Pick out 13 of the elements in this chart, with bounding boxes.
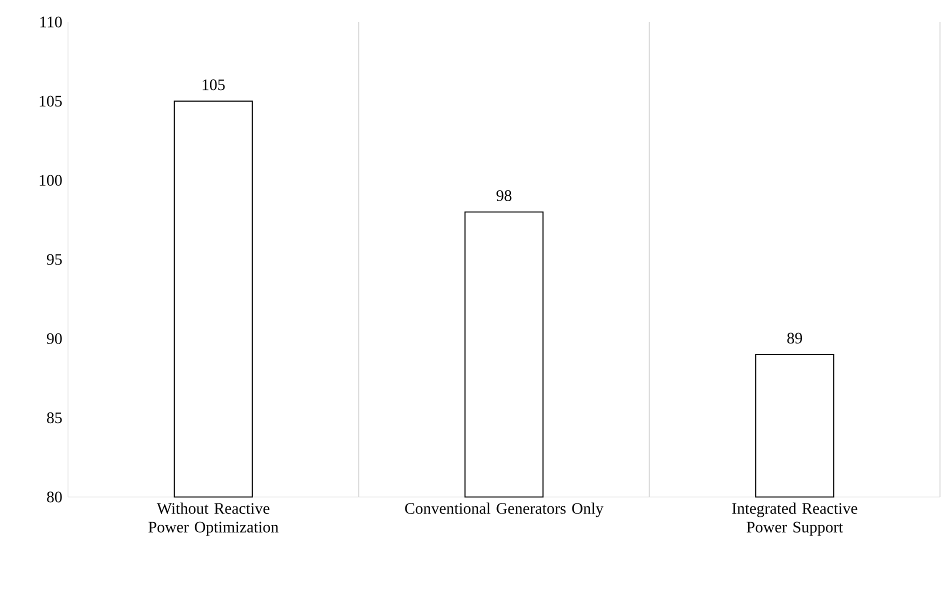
y-tick-label: 85 bbox=[47, 412, 62, 424]
x-tick-label: Without Reactive Power Optimization bbox=[148, 502, 278, 536]
data-label: 89 bbox=[787, 332, 802, 344]
y-tick-label: 90 bbox=[46, 333, 62, 344]
data-label: 105 bbox=[202, 79, 225, 90]
x-tick-label: Integrated Reactive Power Support bbox=[732, 502, 858, 536]
y-tick-label: 105 bbox=[40, 96, 62, 107]
y-tick-label: 100 bbox=[40, 174, 62, 186]
y-tick-label: 80 bbox=[47, 492, 62, 502]
x-tick-label: Conventional Generators Only bbox=[405, 502, 604, 518]
data-label: 98 bbox=[496, 190, 512, 202]
y-tick-label: 110 bbox=[40, 16, 62, 28]
y-tick-label: 95 bbox=[46, 254, 62, 265]
